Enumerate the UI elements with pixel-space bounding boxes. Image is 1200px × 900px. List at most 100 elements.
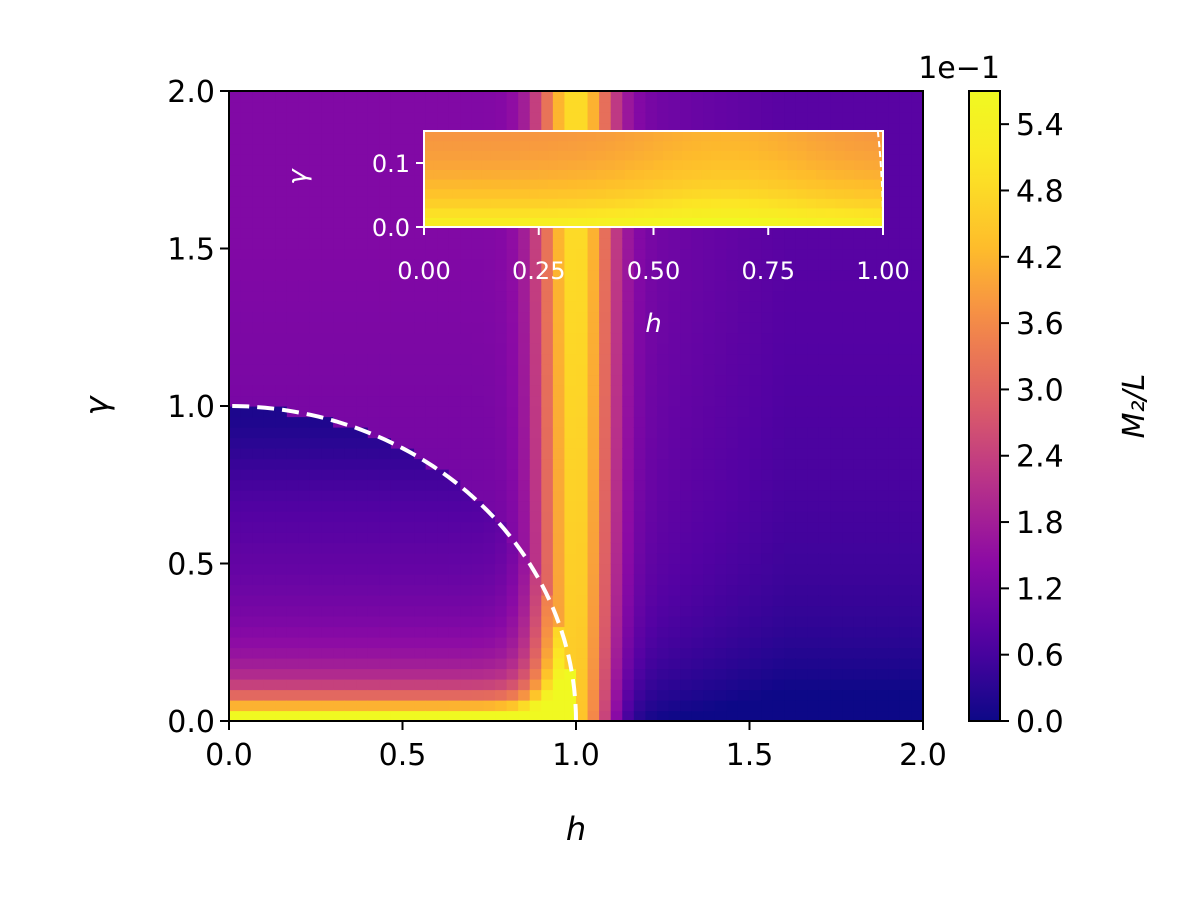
heatmap-cell: [888, 217, 901, 229]
heatmap-cell: [333, 395, 346, 407]
heatmap-cell: [911, 469, 924, 481]
heatmap-cell: [888, 248, 901, 260]
heatmap-cell: [761, 647, 774, 659]
heatmap-cell: [425, 385, 438, 397]
heatmap-cell: [425, 700, 438, 712]
heatmap-cell: [367, 689, 380, 701]
heatmap-cell: [344, 238, 357, 250]
heatmap-cell: [529, 563, 542, 575]
inset-heatmap-cell: [443, 131, 454, 142]
heatmap-cell: [356, 689, 369, 701]
heatmap-cell: [865, 616, 878, 628]
heatmap-cell: [888, 595, 901, 607]
heatmap-cell: [599, 710, 612, 722]
heatmap-cell: [309, 563, 323, 575]
heatmap-cell: [761, 637, 774, 649]
heatmap-cell: [795, 364, 808, 376]
heatmap-cell: [344, 175, 357, 187]
heatmap-cell: [772, 605, 785, 617]
heatmap-cell: [668, 584, 681, 596]
heatmap-cell: [333, 427, 346, 439]
heatmap-cell: [448, 710, 461, 722]
heatmap-cell: [263, 469, 276, 481]
heatmap-cell: [309, 175, 323, 187]
inset-heatmap-cell: [691, 169, 702, 180]
heatmap-cell: [865, 227, 878, 239]
heatmap-cell: [830, 626, 843, 638]
heatmap-cell: [680, 532, 693, 544]
heatmap-cell: [402, 521, 415, 533]
heatmap-cell: [899, 479, 913, 491]
heatmap-cell: [460, 511, 473, 523]
heatmap-cell: [495, 238, 508, 250]
heatmap-cell: [795, 710, 808, 722]
heatmap-cell: [275, 511, 288, 523]
heatmap-cell: [749, 269, 762, 281]
heatmap-cell: [737, 259, 751, 271]
heatmap-cell: [726, 364, 739, 376]
heatmap-cell: [818, 637, 832, 649]
heatmap-cell: [703, 490, 716, 502]
heatmap-cell: [911, 511, 924, 523]
heatmap-cell: [240, 542, 253, 554]
heatmap-cell: [795, 122, 808, 134]
heatmap-cell: [645, 605, 658, 617]
heatmap-cell: [390, 521, 404, 533]
heatmap-cell: [552, 700, 566, 712]
heatmap-cell: [680, 500, 693, 512]
heatmap-cell: [761, 122, 774, 134]
heatmap-cell: [471, 364, 485, 376]
heatmap-cell: [240, 311, 253, 323]
heatmap-cell: [564, 227, 577, 239]
heatmap-cell: [321, 133, 334, 145]
heatmap-cell: [437, 122, 450, 134]
heatmap-cell: [772, 511, 785, 523]
heatmap-cell: [390, 290, 404, 302]
heatmap-cell: [390, 385, 404, 397]
heatmap-cell: [506, 332, 519, 344]
heatmap-cell: [830, 332, 843, 344]
heatmap-cell: [425, 280, 438, 292]
heatmap-cell: [911, 521, 924, 533]
heatmap-cell: [229, 164, 242, 176]
heatmap-cell: [795, 616, 808, 628]
heatmap-cell: [830, 322, 843, 334]
heatmap-cell: [587, 91, 600, 103]
heatmap-cell: [842, 647, 855, 659]
heatmap-cell: [899, 248, 913, 260]
heatmap-cell: [529, 521, 542, 533]
heatmap-cell: [460, 574, 473, 586]
heatmap-cell: [379, 406, 392, 418]
heatmap-cell: [645, 353, 658, 365]
heatmap-cell: [818, 616, 832, 628]
heatmap-cell: [865, 301, 878, 313]
heatmap-cell: [726, 290, 739, 302]
heatmap-cell: [344, 437, 357, 449]
heatmap-cell: [344, 143, 357, 155]
heatmap-cell: [414, 154, 427, 166]
heatmap-cell: [656, 616, 670, 628]
inset-x-tick-label: 1.00: [856, 257, 909, 285]
heatmap-cell: [680, 91, 693, 103]
heatmap-cell: [252, 479, 265, 491]
heatmap-cell: [402, 164, 415, 176]
heatmap-cell: [656, 332, 670, 344]
heatmap-cell: [911, 710, 924, 722]
inset-heatmap-cell: [510, 207, 521, 218]
heatmap-cell: [309, 532, 323, 544]
inset-heatmap-cell: [605, 169, 616, 180]
heatmap-cell: [726, 385, 739, 397]
heatmap-cell: [448, 416, 461, 428]
heatmap-cell: [807, 679, 820, 691]
heatmap-cell: [703, 238, 716, 250]
inset-heatmap-cell: [424, 150, 435, 161]
heatmap-cell: [726, 479, 739, 491]
heatmap-cell: [390, 206, 404, 218]
heatmap-cell: [263, 553, 276, 565]
heatmap-cell: [333, 626, 346, 638]
heatmap-cell: [714, 563, 727, 575]
inset-heatmap-cell: [730, 179, 741, 190]
heatmap-cell: [564, 668, 577, 680]
heatmap-cell: [564, 91, 577, 103]
heatmap-cell: [865, 521, 878, 533]
